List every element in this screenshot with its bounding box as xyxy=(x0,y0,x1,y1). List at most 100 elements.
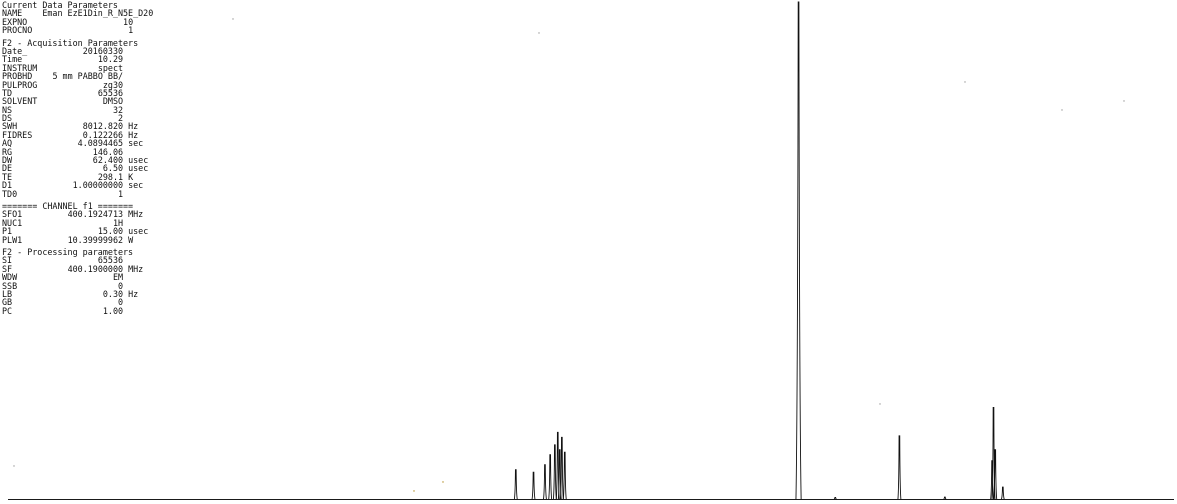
param-row-solvent: SOLVENT DMSO xyxy=(2,97,153,105)
param-unit: MHz xyxy=(128,263,144,274)
param-value: 0 xyxy=(117,280,124,291)
param-name: SI xyxy=(2,255,13,266)
section-title-channel: ======= CHANNEL f1 ======= xyxy=(2,202,153,210)
param-name: SSB xyxy=(2,280,18,291)
param-row-name: NAME Eman EzE1Din_R_N5E_D20 xyxy=(2,9,153,17)
section-title-current: Current Data Parameters xyxy=(2,1,153,9)
param-value: 298.1 xyxy=(97,171,124,182)
param-unit: Hz xyxy=(128,288,139,299)
scan-speck xyxy=(964,81,966,83)
param-name: SOLVENT xyxy=(2,96,38,107)
scan-speck xyxy=(232,18,234,20)
param-name: PROCNO xyxy=(2,25,33,36)
param-row-dw: DW 62.400 usec xyxy=(2,156,153,164)
param-value: 62.400 xyxy=(92,155,124,166)
param-value: zg30 xyxy=(102,79,124,90)
scan-speck xyxy=(413,490,415,492)
param-row-pc: PC 1.00 xyxy=(2,305,153,316)
spectrum-peak xyxy=(990,460,995,500)
section-title: Current Data Parameters xyxy=(2,0,118,10)
param-name: SF xyxy=(2,263,13,274)
param-name: TD xyxy=(2,87,13,98)
param-value: 146.06 xyxy=(92,146,124,157)
param-row-time: Time 10.29 xyxy=(2,55,153,63)
param-value: DMSO xyxy=(102,96,124,107)
section-title-acquisition: F2 - Acquisition Parameters xyxy=(2,37,153,48)
param-row-wdw: WDW EM xyxy=(2,273,153,281)
param-row-p1: P1 15.00 usec xyxy=(2,227,153,235)
param-name: EXPNO xyxy=(2,16,28,27)
param-name: SFO1 xyxy=(2,209,23,220)
param-value: 0 xyxy=(117,297,124,308)
param-value: 6.50 xyxy=(102,163,124,174)
param-value: 1 xyxy=(117,188,124,199)
param-name: GB xyxy=(2,297,13,308)
param-name: DS xyxy=(2,113,13,124)
param-name: DW xyxy=(2,155,13,166)
param-row-procno: PROCNO 1 xyxy=(2,26,153,34)
param-name: INSTRUM xyxy=(2,62,38,73)
param-row-aq: AQ 4.0894465 sec xyxy=(2,139,153,147)
spectrum-peak xyxy=(542,464,547,500)
scan-speck xyxy=(538,32,540,34)
spectrum-peak xyxy=(1000,486,1005,500)
param-row-sfo1: SFO1 400.1924713 MHz xyxy=(2,210,153,218)
param-name: DE xyxy=(2,163,13,174)
spectrum-peak xyxy=(897,435,902,500)
param-row-rg: RG 146.06 xyxy=(2,146,153,157)
param-value: 1.00 xyxy=(102,305,124,316)
spectrum-peak xyxy=(562,451,567,500)
spectrum-peak xyxy=(531,471,536,500)
param-row-swh: SWH 8012.820 Hz xyxy=(2,122,153,130)
scan-speck xyxy=(1123,100,1125,102)
acquisition-parameters-panel: Current Data Parameters NAME Eman EzE1Din… xyxy=(2,1,153,315)
param-row-ds: DS 2 xyxy=(2,114,153,122)
section-title: F2 - Acquisition Parameters xyxy=(2,37,139,48)
param-row-ssb: SSB 0 xyxy=(2,280,153,291)
param-row-pulprog: PULPROG zg30 xyxy=(2,79,153,90)
param-row-plw1: PLW1 10.39999962 W xyxy=(2,235,153,244)
param-row-fidres: FIDRES 0.122266 Hz xyxy=(2,131,153,139)
param-row-td: TD 65536 xyxy=(2,89,153,97)
param-row-probhd: PROBHD 5 mm PABBO BB/ xyxy=(2,72,153,80)
param-row-lb: LB 0.30 Hz xyxy=(2,290,153,298)
param-name: AQ xyxy=(2,138,13,149)
param-name: TE xyxy=(2,171,13,182)
spectrum-peak xyxy=(552,444,557,500)
spectrum-peak xyxy=(833,497,837,500)
scan-speck xyxy=(1061,109,1063,111)
spectrum-peak xyxy=(513,469,518,500)
param-name: NUC1 xyxy=(2,217,23,228)
spectrum-peak xyxy=(559,436,564,500)
param-value: 400.1900000 xyxy=(67,263,124,274)
scan-speck xyxy=(442,481,444,483)
param-value: spect xyxy=(97,62,124,73)
param-value: 8012.820 xyxy=(82,121,124,132)
param-row-sf: SF 400.1900000 MHz xyxy=(2,265,153,273)
param-row-date: Date_ 20160330 xyxy=(2,47,153,55)
param-value: 5 mm PABBO BB/ xyxy=(52,71,124,82)
param-name: NAME xyxy=(2,8,23,19)
param-unit: sec xyxy=(128,180,144,191)
param-row-td0: TD0 1 xyxy=(2,188,153,199)
param-value: 1.00000000 xyxy=(72,180,124,191)
param-row-d1: D1 1.00000000 sec xyxy=(2,181,153,189)
spectrum-peak xyxy=(993,449,998,500)
param-value: 0.122266 xyxy=(82,129,124,140)
param-unit: usec xyxy=(128,226,149,237)
param-name: Date_ xyxy=(2,45,28,56)
param-name: RG xyxy=(2,146,13,157)
param-name: SWH xyxy=(2,121,18,132)
spectrum-peak xyxy=(548,454,553,500)
param-row-de: DE 6.50 usec xyxy=(2,164,153,172)
param-unit: usec xyxy=(128,163,149,174)
param-row-gb: GB 0 xyxy=(2,298,153,306)
param-unit: Hz xyxy=(128,121,139,132)
param-value: 2 xyxy=(117,113,124,124)
param-name: D1 xyxy=(2,180,13,191)
param-value: 65536 xyxy=(97,255,124,266)
param-value: 10 xyxy=(123,16,134,27)
param-row-nuc1: NUC1 1H xyxy=(2,219,153,227)
param-value: 0.30 xyxy=(102,288,124,299)
